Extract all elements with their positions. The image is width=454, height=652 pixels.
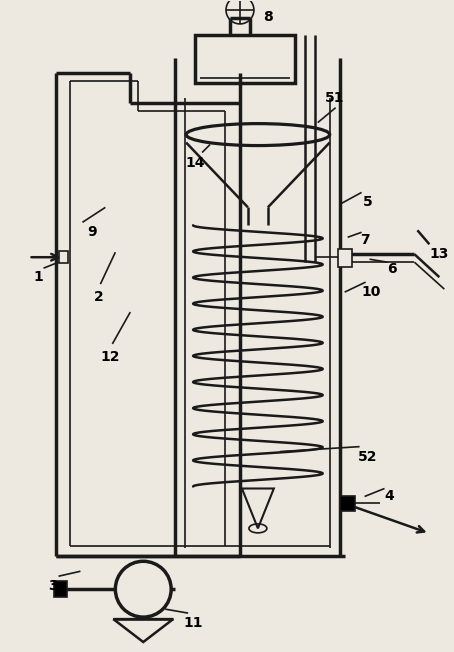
Bar [338,249,351,267]
Text: 52: 52 [358,450,377,464]
Text: 10: 10 [362,285,381,299]
Text: 9: 9 [88,226,97,239]
Bar [54,581,68,597]
Text: 5: 5 [363,196,372,209]
Text: 2: 2 [94,290,103,304]
Bar [59,251,69,263]
Text: 51: 51 [325,91,345,105]
Text: 12: 12 [101,350,120,364]
Bar [340,496,355,511]
Text: 3: 3 [48,579,57,593]
Text: 11: 11 [183,616,203,630]
Text: 8: 8 [263,10,273,24]
Text: 14: 14 [185,155,205,170]
Bar [195,35,295,83]
Text: 1: 1 [34,270,44,284]
Text: 13: 13 [429,247,449,261]
Text: 4: 4 [385,490,395,503]
Text: 7: 7 [360,233,370,247]
Text: 6: 6 [387,262,396,276]
